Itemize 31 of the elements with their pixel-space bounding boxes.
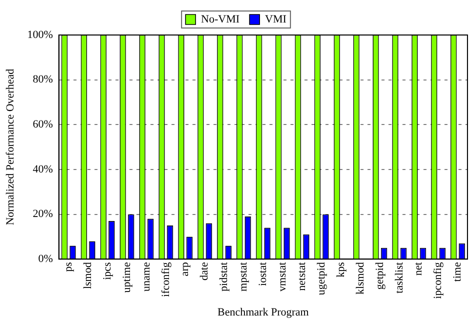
y-tick-label: 0%: [38, 253, 53, 266]
x-tick-label: kps: [334, 262, 347, 278]
x-tick-label: getpid: [374, 262, 386, 290]
x-tick-label: iostat: [257, 262, 270, 286]
x-tick-label: vmstat: [276, 262, 289, 292]
x-tick-label: pidstat: [218, 262, 230, 292]
x-tick-label: ipcs: [101, 262, 114, 280]
legend-label: No-VMI: [201, 13, 240, 26]
y-tick-label: 20%: [32, 208, 53, 220]
y-tick-label: 100%: [27, 28, 53, 41]
x-tick-label: uname: [140, 262, 152, 292]
x-tick-label: ps: [62, 262, 74, 272]
y-tick-label: 40%: [32, 163, 53, 176]
x-tick-label: netstat: [296, 262, 308, 291]
x-tick-label: ipconfig: [432, 262, 444, 299]
y-axis-title: Normalized Performance Overhead: [4, 68, 16, 226]
x-tick-label: net: [412, 262, 425, 276]
x-tick-label: mpstat: [238, 262, 250, 292]
y-tick-label: 80%: [32, 74, 53, 86]
y-tick-label: 60%: [32, 118, 53, 131]
x-tick-label: ifconfig: [160, 262, 172, 297]
legend-label: VMI: [265, 13, 287, 26]
x-axis-title: Benchmark Program: [218, 306, 310, 318]
x-tick-label: lsmod: [82, 262, 94, 290]
x-tick-label: ugetpid: [315, 262, 328, 296]
x-tick-label: arp: [179, 262, 192, 276]
x-tick-label: uptime: [120, 262, 133, 293]
x-tick-label: klsmod: [354, 262, 366, 295]
x-tick-label: time: [452, 262, 464, 282]
x-tick-label: date: [198, 262, 211, 280]
x-tick-label: tasklist: [393, 262, 406, 294]
